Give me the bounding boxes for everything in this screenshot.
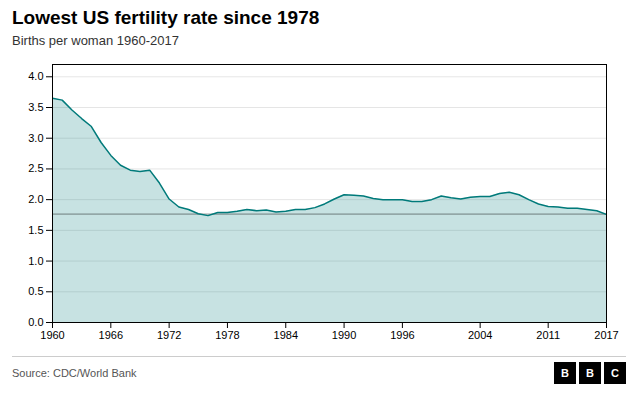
- svg-text:1960: 1960: [40, 329, 64, 341]
- svg-text:2011: 2011: [536, 329, 560, 341]
- html-text:B: B: [561, 367, 569, 379]
- html-text:B: B: [586, 367, 594, 379]
- svg-text:3.5: 3.5: [28, 101, 43, 113]
- svg-text:1.0: 1.0: [28, 255, 43, 267]
- svg-text:1996: 1996: [390, 329, 414, 341]
- svg-text:2.5: 2.5: [28, 162, 43, 174]
- html-text:Source: CDC/World Bank: Source: CDC/World Bank: [12, 367, 137, 379]
- svg-text:1984: 1984: [274, 329, 298, 341]
- svg-text:2.0: 2.0: [28, 193, 43, 205]
- svg-text:1.5: 1.5: [28, 224, 43, 236]
- svg-text:1966: 1966: [99, 329, 123, 341]
- svg-text:3.0: 3.0: [28, 132, 43, 144]
- svg-text:1972: 1972: [157, 329, 181, 341]
- svg-text:2004: 2004: [468, 329, 492, 341]
- svg-text:0.5: 0.5: [28, 285, 43, 297]
- svg-text:1990: 1990: [332, 329, 356, 341]
- html-text:Births per woman 1960-2017: Births per woman 1960-2017: [12, 33, 179, 48]
- svg-text:4.0: 4.0: [28, 70, 43, 82]
- svg-text:1978: 1978: [215, 329, 239, 341]
- html-text:C: C: [611, 367, 619, 379]
- html-text:Lowest US fertility rate since: Lowest US fertility rate since 1978: [12, 7, 320, 28]
- svg-text:2017: 2017: [594, 329, 618, 341]
- svg-text:0.0: 0.0: [28, 316, 43, 328]
